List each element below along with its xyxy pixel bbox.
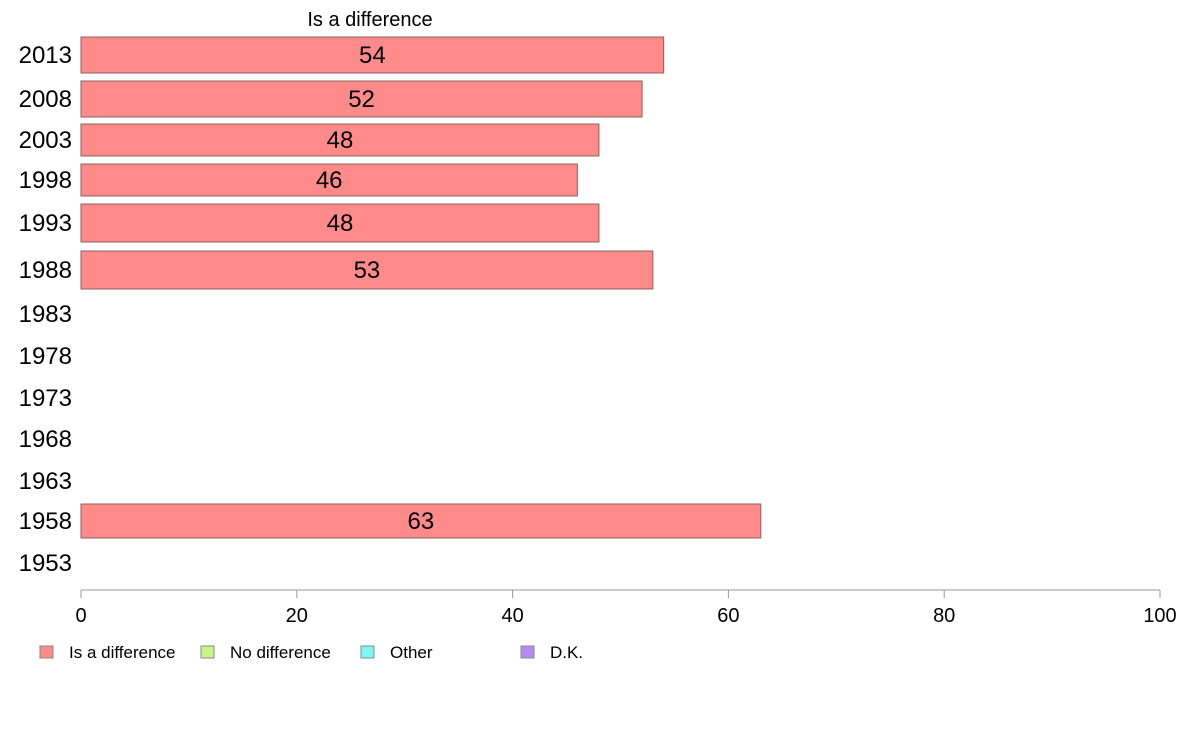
category-label: 1993 [19, 210, 72, 237]
category-label: 2008 [19, 86, 72, 113]
category-label: 2003 [19, 127, 72, 154]
legend-swatch [520, 645, 535, 659]
category-label: 1983 [19, 301, 72, 328]
bar [80, 80, 643, 118]
x-tick-label: 60 [717, 605, 739, 627]
data-label: 53 [354, 257, 381, 284]
category-labels: 2013 2008 2003 1998 1993 1988 1983 1978 1973 1968… [19, 42, 72, 577]
legend-swatch [200, 645, 215, 659]
category-label: 1998 [19, 167, 72, 194]
bar [80, 36, 665, 74]
category-label: 1973 [19, 385, 72, 412]
bar [80, 123, 600, 157]
legend-label: Is a difference [69, 643, 175, 662]
legend-swatch [360, 645, 375, 659]
bar [80, 163, 578, 197]
x-tick-label: 0 [75, 605, 86, 627]
x-tick-label: 40 [501, 605, 523, 627]
category-label: 1978 [19, 343, 72, 370]
category-label: 1953 [19, 550, 72, 577]
bar-group [80, 36, 762, 539]
x-tick-label: 20 [286, 605, 308, 627]
data-label: 48 [327, 127, 354, 154]
legend-swatch [39, 645, 54, 659]
bar [80, 203, 600, 243]
category-label: 1958 [19, 508, 72, 535]
legend-label: Other [390, 643, 433, 662]
bar [80, 250, 654, 290]
data-label: 46 [316, 167, 343, 194]
legend: Is a difference No difference Other D.K. [39, 643, 583, 662]
legend-label: D.K. [550, 643, 583, 662]
x-axis-ticks: 0 20 40 60 80 100 [75, 590, 1177, 627]
data-label: 52 [348, 86, 375, 113]
bar [80, 503, 762, 539]
category-label: 2013 [19, 42, 72, 69]
data-label: 48 [327, 210, 354, 237]
data-label: 63 [408, 508, 435, 535]
x-tick-label: 80 [933, 605, 955, 627]
data-label: 54 [359, 42, 386, 69]
x-tick-label: 100 [1143, 605, 1176, 627]
category-label: 1988 [19, 257, 72, 284]
category-label: 1968 [19, 426, 72, 453]
legend-label: No difference [230, 643, 331, 662]
chart-title: Is a difference [307, 9, 432, 31]
category-label: 1963 [19, 468, 72, 495]
